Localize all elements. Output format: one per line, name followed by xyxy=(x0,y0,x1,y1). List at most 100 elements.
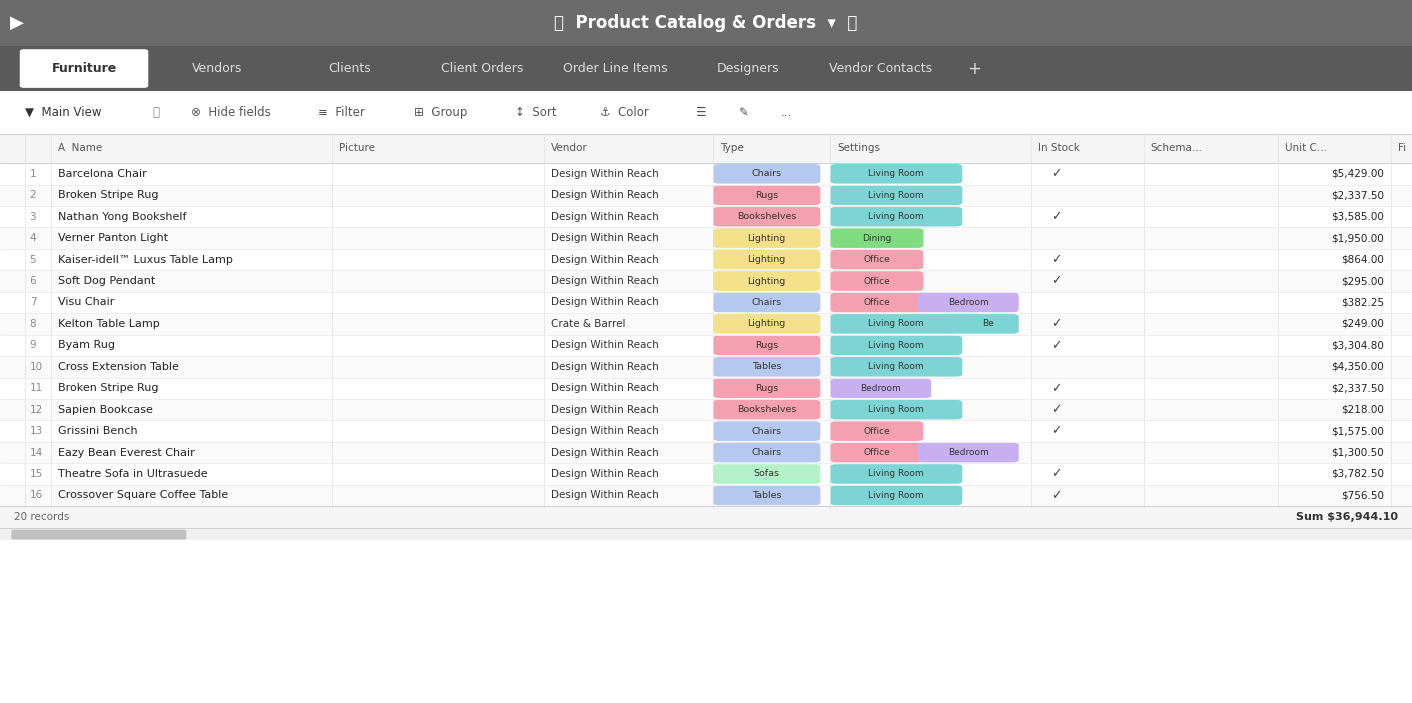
Text: ✓: ✓ xyxy=(1051,210,1062,223)
Text: ▼  Main View: ▼ Main View xyxy=(25,106,102,119)
Text: ...: ... xyxy=(781,106,792,119)
Text: 13: 13 xyxy=(30,426,42,436)
Text: Vendor Contacts: Vendor Contacts xyxy=(829,62,932,75)
Text: ✓: ✓ xyxy=(1051,339,1062,352)
FancyBboxPatch shape xyxy=(713,486,820,505)
Text: 12: 12 xyxy=(30,405,42,415)
Bar xyxy=(0,463,1412,485)
Text: 9: 9 xyxy=(30,340,37,350)
Text: Tables: Tables xyxy=(753,491,781,500)
FancyBboxPatch shape xyxy=(713,164,820,183)
Text: Bookshelves: Bookshelves xyxy=(737,212,796,221)
FancyBboxPatch shape xyxy=(713,443,820,463)
Text: 6: 6 xyxy=(30,276,37,286)
FancyBboxPatch shape xyxy=(830,228,923,248)
Text: ▶: ▶ xyxy=(10,14,24,32)
FancyBboxPatch shape xyxy=(830,164,963,183)
Text: 5: 5 xyxy=(30,254,37,264)
Text: 16: 16 xyxy=(30,491,42,501)
Text: 2: 2 xyxy=(30,191,37,200)
Text: ↕  Sort: ↕ Sort xyxy=(515,106,556,119)
Text: Living Room: Living Room xyxy=(868,362,923,371)
Text: Office: Office xyxy=(864,427,890,436)
Text: Theatre Sofa in Ultrasuede: Theatre Sofa in Ultrasuede xyxy=(58,469,208,479)
FancyBboxPatch shape xyxy=(918,443,1019,463)
Text: $295.00: $295.00 xyxy=(1341,276,1384,286)
Text: Sofas: Sofas xyxy=(754,470,779,479)
Text: Be: Be xyxy=(981,319,994,328)
Text: Kelton Table Lamp: Kelton Table Lamp xyxy=(58,319,160,329)
Text: Design Within Reach: Design Within Reach xyxy=(551,362,658,372)
Text: Grissini Bench: Grissini Bench xyxy=(58,426,137,436)
Text: Kaiser-idell™ Luxus Table Lamp: Kaiser-idell™ Luxus Table Lamp xyxy=(58,254,233,264)
Text: Living Room: Living Room xyxy=(868,169,923,179)
Bar xyxy=(0,228,1412,249)
Text: 👥: 👥 xyxy=(152,106,160,119)
FancyBboxPatch shape xyxy=(830,250,923,269)
FancyBboxPatch shape xyxy=(830,335,963,355)
FancyBboxPatch shape xyxy=(713,207,820,226)
Text: Sum $36,944.10: Sum $36,944.10 xyxy=(1296,512,1398,522)
Text: Design Within Reach: Design Within Reach xyxy=(551,212,658,221)
Bar xyxy=(0,292,1412,314)
Text: 8: 8 xyxy=(30,319,37,329)
Text: 15: 15 xyxy=(30,469,42,479)
Text: ✓: ✓ xyxy=(1051,253,1062,266)
Text: Chairs: Chairs xyxy=(751,298,782,307)
Text: Bookshelves: Bookshelves xyxy=(737,405,796,414)
Text: Living Room: Living Room xyxy=(868,405,923,414)
Text: ✎: ✎ xyxy=(738,106,748,119)
Text: Crate & Barrel: Crate & Barrel xyxy=(551,319,626,329)
Text: 7: 7 xyxy=(30,297,37,307)
Bar xyxy=(0,356,1412,378)
Text: Lighting: Lighting xyxy=(747,319,786,328)
Text: Design Within Reach: Design Within Reach xyxy=(551,448,658,458)
Text: Office: Office xyxy=(864,448,890,457)
Text: $3,585.00: $3,585.00 xyxy=(1332,212,1384,221)
FancyBboxPatch shape xyxy=(713,250,820,269)
Text: Living Room: Living Room xyxy=(868,470,923,479)
Text: Soft Dog Pendant: Soft Dog Pendant xyxy=(58,276,155,286)
FancyBboxPatch shape xyxy=(830,292,923,312)
Bar xyxy=(0,314,1412,335)
Text: $1,950.00: $1,950.00 xyxy=(1332,233,1384,243)
Text: Design Within Reach: Design Within Reach xyxy=(551,491,658,501)
Text: 1: 1 xyxy=(30,169,37,179)
Text: Living Room: Living Room xyxy=(868,191,923,200)
Text: ✓: ✓ xyxy=(1051,167,1062,180)
Text: ✓: ✓ xyxy=(1051,425,1062,437)
Text: Barcelona Chair: Barcelona Chair xyxy=(58,169,147,179)
Text: $382.25: $382.25 xyxy=(1340,297,1384,307)
FancyBboxPatch shape xyxy=(830,464,963,484)
Text: ⚓  Color: ⚓ Color xyxy=(600,106,650,119)
Text: ≡  Filter: ≡ Filter xyxy=(318,106,364,119)
Text: ✓: ✓ xyxy=(1051,275,1062,288)
Text: Clients: Clients xyxy=(328,62,371,75)
FancyBboxPatch shape xyxy=(830,400,963,420)
FancyBboxPatch shape xyxy=(713,421,820,441)
Text: Lighting: Lighting xyxy=(747,276,786,285)
Bar xyxy=(0,249,1412,270)
FancyBboxPatch shape xyxy=(830,486,963,505)
Text: Schema...: Schema... xyxy=(1151,143,1203,153)
Text: Bedroom: Bedroom xyxy=(947,298,988,307)
Text: $1,575.00: $1,575.00 xyxy=(1332,426,1384,436)
Text: Furniture: Furniture xyxy=(51,62,117,75)
Text: Eazy Bean Everest Chair: Eazy Bean Everest Chair xyxy=(58,448,195,458)
Text: Settings: Settings xyxy=(837,143,880,153)
Text: Vendor: Vendor xyxy=(551,143,587,153)
Bar xyxy=(0,335,1412,356)
Bar xyxy=(0,527,1412,540)
Text: In Stock: In Stock xyxy=(1038,143,1080,153)
Text: Nathan Yong Bookshelf: Nathan Yong Bookshelf xyxy=(58,212,186,221)
Text: Rugs: Rugs xyxy=(755,384,778,393)
Text: Type: Type xyxy=(720,143,744,153)
Text: Sapien Bookcase: Sapien Bookcase xyxy=(58,405,152,415)
Text: Client Orders: Client Orders xyxy=(441,62,524,75)
Text: 10: 10 xyxy=(30,362,42,372)
Text: Unit C...: Unit C... xyxy=(1285,143,1327,153)
Text: 📋  Product Catalog & Orders  ▾  ⓘ: 📋 Product Catalog & Orders ▾ ⓘ xyxy=(555,14,857,32)
Text: +: + xyxy=(967,60,981,77)
Text: Design Within Reach: Design Within Reach xyxy=(551,276,658,286)
Text: Design Within Reach: Design Within Reach xyxy=(551,469,658,479)
